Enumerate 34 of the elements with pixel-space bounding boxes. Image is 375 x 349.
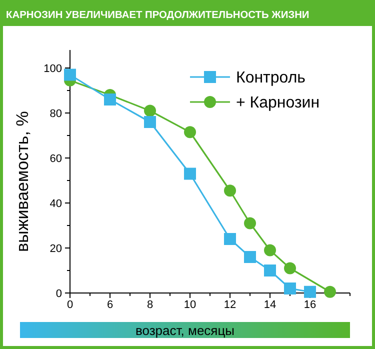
point [304,286,316,298]
point [264,264,276,276]
y-tick-label: 100 [44,62,62,75]
x-axis-title: возраст, месяцы [136,323,234,338]
x-tick-label: 16 [304,299,316,311]
point [244,217,256,230]
point [184,168,196,180]
chart-title: КАРНОЗИН УВЕЛИЧИВАЕТ ПРОДОЛЖИТЕЛЬНОСТЬ ЖИЗНИ [6,10,310,21]
point [284,282,296,294]
y-tick-label: 0 [56,288,62,300]
x-tick-label: 8 [146,299,154,311]
x-tick-label: 0 [66,299,74,311]
point [264,244,276,256]
point [224,233,236,245]
point [64,68,76,81]
y-tick-label: 80 [50,108,62,120]
x-tick-label: 14 [264,299,276,311]
legend-label: + Карнозин [236,94,320,112]
y-tick-label: 40 [50,198,62,210]
y-tick-label: 20 [50,242,62,255]
point [224,184,236,197]
point [284,262,296,274]
x-tick-label: 10 [184,299,196,311]
legend-label: Контроль [236,70,306,87]
point [144,104,156,117]
x-tick-label: 6 [106,299,114,311]
x-tick-label: 12 [224,299,236,311]
point [184,126,196,138]
point [104,94,116,106]
point [244,251,256,263]
point [144,116,156,128]
y-axis-title: выживаемость, % [13,111,32,252]
point [324,286,336,298]
y-tick-label: 60 [50,152,62,165]
